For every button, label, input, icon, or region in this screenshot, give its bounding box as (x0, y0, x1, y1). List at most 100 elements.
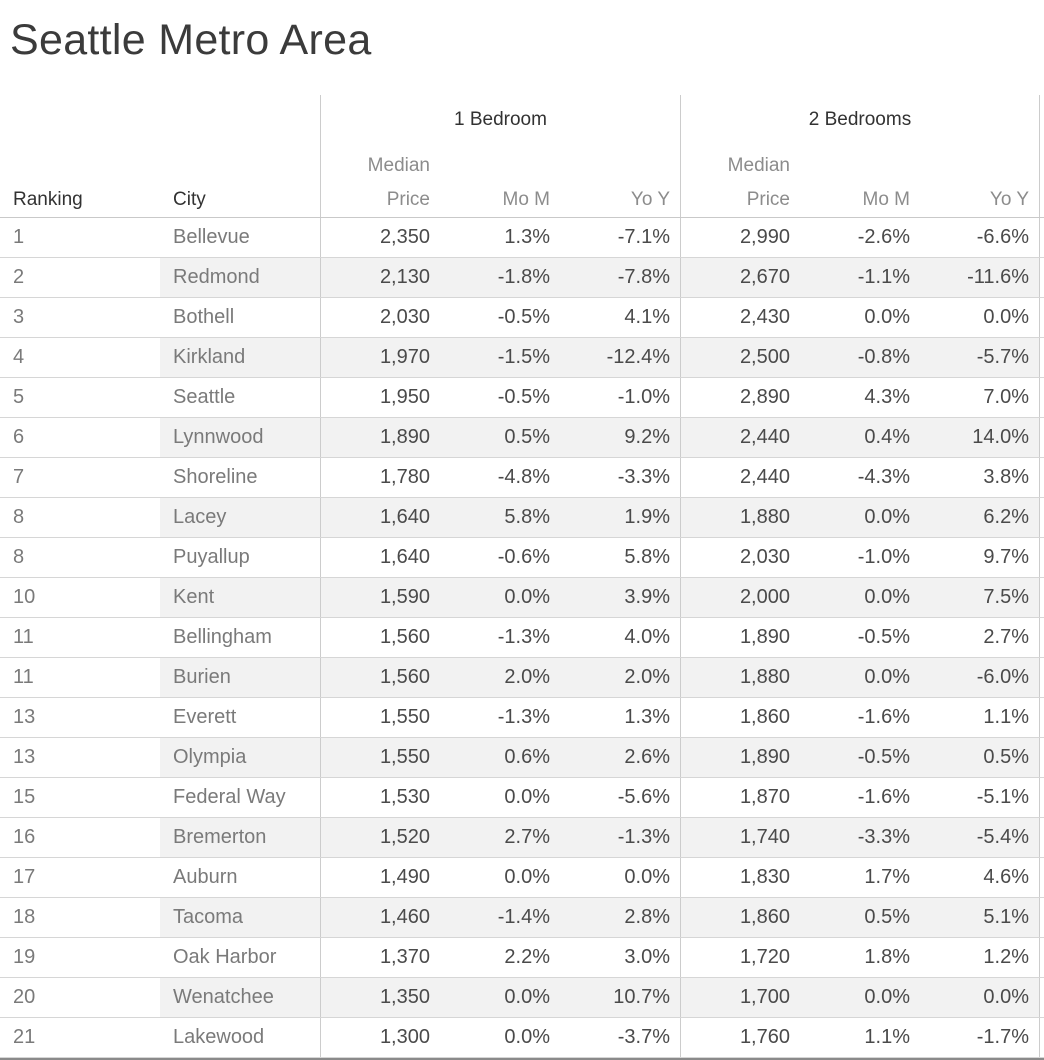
table-row[interactable]: 18 Tacoma 1,460 -1.4% 2.8% 1,860 0.5% 5.… (0, 898, 1044, 938)
city-column-header[interactable]: City (173, 189, 206, 210)
spacer (0, 145, 160, 180)
br1-yoy-cell: -12.4% (560, 338, 680, 377)
br1-median-price-cell: 1,350 (320, 978, 440, 1017)
price-column-header-1br[interactable]: Price (320, 180, 440, 217)
br2-yoy-cell: -6.6% (920, 218, 1040, 257)
br1-mom-cell: -1.4% (440, 898, 560, 937)
br1-yoy-cell: 2.6% (560, 738, 680, 777)
br2-mom-cell: -4.3% (857, 466, 910, 488)
br2-mom-cell: -1.6% (857, 706, 910, 728)
table-row[interactable]: 1 Bellevue 2,350 1.3% -7.1% 2,990 -2.6% … (0, 218, 1044, 258)
br2-median-price-cell: 2,990 (680, 218, 800, 257)
br2-mom-cell: 0.0% (800, 578, 920, 617)
rank-cell: 3 (13, 306, 25, 328)
table-row[interactable]: 19 Oak Harbor 1,370 2.2% 3.0% 1,720 1.8%… (0, 938, 1044, 978)
city-cell: Wenatchee (160, 978, 320, 1017)
table-row[interactable]: 15 Federal Way 1,530 0.0% -5.6% 1,870 -1… (0, 778, 1044, 818)
br1-mom-cell: 0.0% (440, 978, 560, 1017)
br2-yoy-cell: -11.6% (920, 258, 1040, 297)
br1-mom-cell: 2.0% (440, 658, 560, 697)
table-row[interactable]: 3 Bothell 2,030 -0.5% 4.1% 2,430 0.0% 0.… (0, 298, 1044, 338)
rent-price-table: 1 Bedroom 2 Bedrooms Median Median Ranki… (0, 95, 1044, 1060)
table-row[interactable]: 13 Everett 1,550 -1.3% 1.3% 1,860 -1.6% … (0, 698, 1044, 738)
br2-median-price-cell: 1,870 (680, 778, 800, 817)
yoy-column-header-1br[interactable]: Yo Y (630, 189, 670, 210)
br2-yoy-cell: 5.1% (920, 898, 1040, 937)
br1-median-price-cell: 1,950 (320, 378, 440, 417)
table-row[interactable]: 6 Lynnwood 1,890 0.5% 9.2% 2,440 0.4% 14… (0, 418, 1044, 458)
city-cell: Bremerton (160, 818, 320, 857)
table-row[interactable]: 11 Bellingham 1,560 -1.3% 4.0% 1,890 -0.… (0, 618, 1044, 658)
rank-cell: 11 (13, 666, 34, 688)
br2-mom-cell: 0.0% (864, 306, 910, 328)
br2-mom-cell: 0.0% (800, 498, 920, 537)
br1-mom-cell: -0.6% (497, 546, 550, 568)
br2-median-price-cell: 1,740 (680, 818, 800, 857)
br1-yoy-cell: -3.7% (617, 1026, 670, 1048)
city-cell: Federal Way (173, 786, 286, 808)
table-row[interactable]: 20 Wenatchee 1,350 0.0% 10.7% 1,700 0.0%… (0, 978, 1044, 1018)
city-cell: Lakewood (173, 1026, 265, 1048)
br2-yoy-cell: -1.7% (920, 1018, 1040, 1057)
city-cell: Burien (160, 658, 320, 697)
br2-yoy-cell: 7.5% (920, 578, 1040, 617)
br1-yoy-cell: -1.0% (617, 386, 670, 408)
br2-median-price-cell: 2,430 (680, 298, 800, 337)
br2-yoy-cell: 2.7% (920, 618, 1040, 657)
br2-mom-cell: -2.6% (857, 226, 910, 248)
rank-cell: 19 (13, 946, 36, 968)
rank-cell: 10 (13, 586, 36, 608)
br2-yoy-cell: -5.4% (920, 818, 1040, 857)
table-row[interactable]: 21 Lakewood 1,300 0.0% -3.7% 1,760 1.1% … (0, 1018, 1044, 1058)
br1-yoy-cell: -7.8% (560, 258, 680, 297)
table-row[interactable]: 8 Puyallup 1,640 -0.6% 5.8% 2,030 -1.0% … (0, 538, 1044, 578)
table-row[interactable]: 13 Olympia 1,550 0.6% 2.6% 1,890 -0.5% 0… (0, 738, 1044, 778)
city-cell: Redmond (160, 258, 320, 297)
br1-yoy-cell: -5.6% (617, 786, 670, 808)
median-label-2br: Median (680, 145, 800, 180)
br2-median-price-cell: 2,500 (680, 338, 800, 377)
br1-yoy-cell: 0.0% (624, 866, 670, 888)
br1-mom-cell: 5.8% (440, 498, 560, 537)
br2-mom-cell: -3.3% (800, 818, 920, 857)
table-row[interactable]: 11 Burien 1,560 2.0% 2.0% 1,880 0.0% -6.… (0, 658, 1044, 698)
spacer (160, 145, 320, 180)
table-row[interactable]: 4 Kirkland 1,970 -1.5% -12.4% 2,500 -0.8… (0, 338, 1044, 378)
rank-cell: 20 (13, 986, 36, 1008)
br2-mom-cell: 1.1% (864, 1026, 910, 1048)
br2-mom-cell: 1.8% (864, 946, 910, 968)
table-row[interactable]: 5 Seattle 1,950 -0.5% -1.0% 2,890 4.3% 7… (0, 378, 1044, 418)
table-row[interactable]: 7 Shoreline 1,780 -4.8% -3.3% 2,440 -4.3… (0, 458, 1044, 498)
city-cell: Olympia (160, 738, 320, 777)
mom-column-header-1br[interactable]: Mo M (502, 189, 551, 210)
table-row[interactable]: 8 Lacey 1,640 5.8% 1.9% 1,880 0.0% 6.2% (0, 498, 1044, 538)
spacer (800, 145, 920, 180)
rank-cell: 16 (13, 826, 36, 848)
price-column-header-2br[interactable]: Price (680, 180, 800, 217)
br1-median-price-cell: 1,550 (320, 698, 440, 737)
table-row[interactable]: 16 Bremerton 1,520 2.7% -1.3% 1,740 -3.3… (0, 818, 1044, 858)
yoy-column-header-2br[interactable]: Yo Y (920, 180, 1040, 217)
ranking-column-header[interactable]: Ranking (13, 189, 83, 210)
mom-column-header-2br[interactable]: Mo M (862, 189, 911, 210)
br2-yoy-cell: -6.0% (920, 658, 1040, 697)
city-cell: Kirkland (160, 338, 320, 377)
br1-yoy-cell: 2.0% (560, 658, 680, 697)
rank-cell: 5 (13, 386, 25, 408)
group-header-2-bedrooms: 2 Bedrooms (680, 95, 1040, 145)
table-row[interactable]: 2 Redmond 2,130 -1.8% -7.8% 2,670 -1.1% … (0, 258, 1044, 298)
table-row[interactable]: 17 Auburn 1,490 0.0% 0.0% 1,830 1.7% 4.6… (0, 858, 1044, 898)
city-cell: Kent (160, 578, 320, 617)
table-row[interactable]: 10 Kent 1,590 0.0% 3.9% 2,000 0.0% 7.5% (0, 578, 1044, 618)
br1-yoy-cell: -7.1% (617, 226, 670, 248)
br2-median-price-cell: 1,890 (680, 618, 800, 657)
br1-yoy-cell: 9.2% (560, 418, 680, 457)
br1-median-price-cell: 1,560 (320, 618, 440, 657)
br2-median-price-cell: 1,890 (680, 738, 800, 777)
br2-mom-cell: 0.4% (800, 418, 920, 457)
rank-cell: 6 (13, 426, 25, 448)
rank-cell: 13 (13, 706, 36, 728)
br1-median-price-cell: 1,890 (320, 418, 440, 457)
br2-mom-cell: -1.6% (857, 786, 910, 808)
br2-mom-cell: 0.0% (800, 658, 920, 697)
